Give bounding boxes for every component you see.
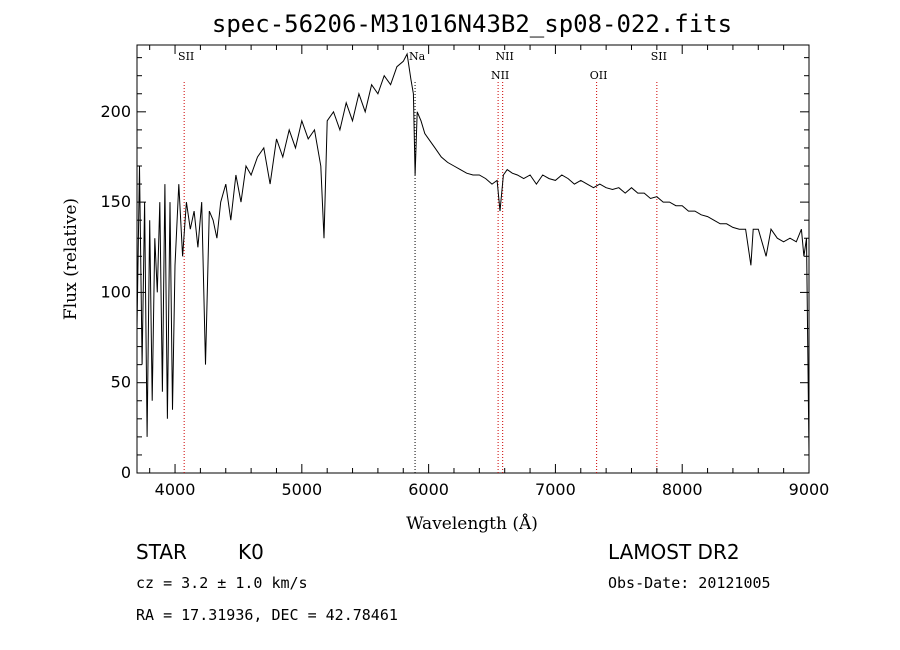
spectral-line-label: Na — [409, 50, 426, 63]
spectral-line-label: SII — [178, 50, 194, 63]
x-tick-label: 8000 — [662, 480, 703, 499]
survey-label: LAMOST DR2 — [608, 540, 740, 564]
y-tick-label: 0 — [121, 463, 131, 482]
x-tick-label: 4000 — [155, 480, 196, 499]
spectral-line-label: NII — [496, 50, 514, 63]
x-tick-label: 5000 — [281, 480, 322, 499]
subclass-label: K0 — [238, 540, 264, 564]
y-tick-label: 150 — [100, 192, 131, 211]
y-axis-label: Flux (relative) — [61, 198, 81, 320]
y-tick-label: 100 — [100, 282, 131, 301]
spectral-line-label: NII — [491, 69, 509, 82]
spectral-line-label: OII — [590, 69, 608, 82]
obs-date-text: Obs-Date: 20121005 — [608, 574, 771, 592]
spectral-line-label: SII — [651, 50, 667, 63]
x-axis-label: Wavelength (Å) — [406, 513, 538, 534]
plot-frame — [136, 44, 810, 474]
redshift-text: cz = 3.2 ± 1.0 km/s — [136, 574, 308, 592]
coordinates-text: RA = 17.31936, DEC = 42.78461 — [136, 606, 398, 624]
x-tick-label: 7000 — [535, 480, 576, 499]
x-tick-label: 9000 — [789, 480, 830, 499]
y-tick-label: 200 — [100, 102, 131, 121]
spectral-line-markers: SII Na NII NII OII SII — [178, 50, 667, 473]
y-tick-label: 50 — [111, 373, 131, 392]
chart-title: spec-56206-M31016N43B2_sp08-022.fits — [212, 10, 732, 38]
axis-ticks: 4000 5000 6000 7000 8000 9000 0 50 100 150 200 — [100, 45, 829, 499]
class-label: STAR — [136, 540, 187, 564]
x-tick-label: 6000 — [408, 480, 449, 499]
spectrum-line — [136, 52, 810, 455]
